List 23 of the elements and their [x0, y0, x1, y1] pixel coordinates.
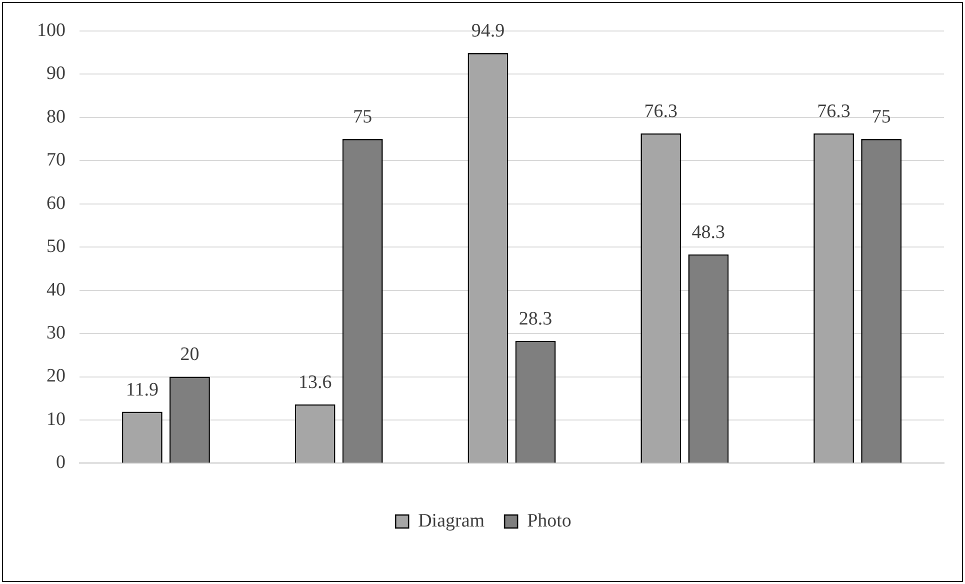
y-tick-label: 50: [46, 236, 66, 258]
data-label: 20: [180, 344, 200, 366]
data-label: 11.9: [126, 379, 158, 400]
y-tick-label: 30: [46, 322, 66, 344]
y-tick-label: 0: [56, 452, 66, 474]
data-label: 76.3: [644, 100, 678, 122]
data-label: 94.9: [471, 20, 505, 42]
y-tick-label: 60: [46, 192, 66, 214]
data-label: 13.6: [298, 372, 332, 393]
y-tick-label: 20: [46, 366, 66, 387]
legend-label: Diagram: [418, 510, 485, 532]
legend-label: Photo: [527, 510, 572, 532]
y-tick-label: 80: [46, 106, 66, 128]
y-tick-label: 10: [46, 408, 66, 430]
y-tick-label: 40: [46, 279, 66, 300]
data-label: 75: [353, 106, 372, 128]
data-label: 28.3: [518, 308, 552, 330]
y-tick-label: 90: [46, 63, 66, 84]
y-tick-label: 70: [46, 150, 66, 171]
y-tick-label: 100: [37, 20, 66, 41]
data-label: 76.3: [817, 100, 850, 122]
data-label: 75: [872, 106, 891, 128]
data-label: 48.3: [692, 222, 726, 243]
